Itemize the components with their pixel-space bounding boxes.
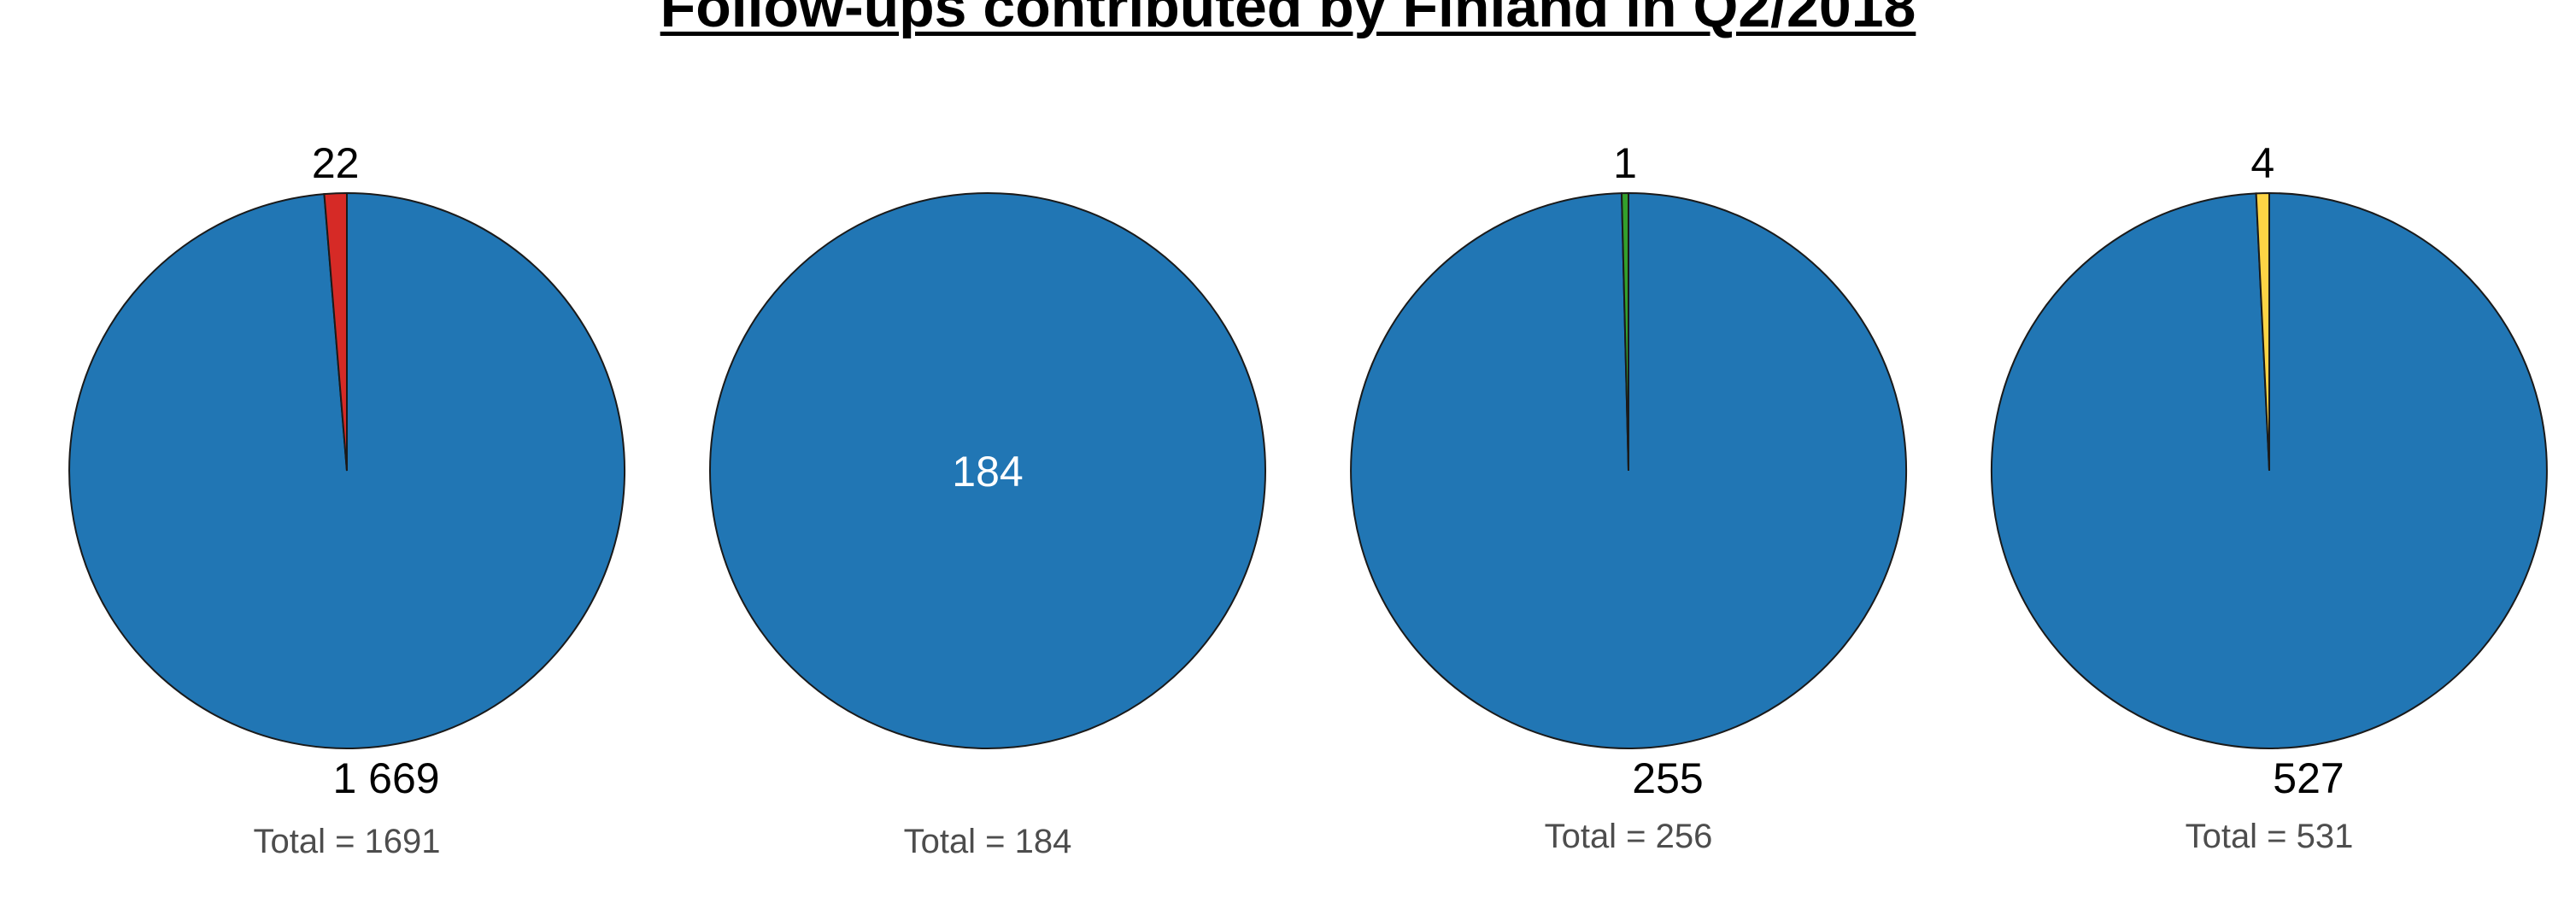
slice-label: 22 bbox=[312, 139, 360, 187]
total-label: Total = 531 bbox=[2186, 818, 2354, 855]
pie-2: 184 Total = 184 bbox=[709, 192, 1266, 860]
pie-3: 1 255 Total = 256 bbox=[1350, 139, 1908, 855]
total-label: Total = 1691 bbox=[253, 823, 440, 860]
total-label: Total = 184 bbox=[904, 823, 1072, 860]
pie-slice bbox=[323, 191, 348, 472]
slice-label: 4 bbox=[2250, 139, 2274, 187]
pie-slice bbox=[2255, 191, 2270, 472]
slice-label: 255 bbox=[1632, 754, 1703, 802]
slice-label: 1 bbox=[1613, 139, 1637, 187]
pie-slice bbox=[709, 192, 1266, 749]
pie-1: 22 1 669 Total = 1691 bbox=[68, 139, 626, 860]
chart-title: Follow-ups contributed by Finland in Q2/… bbox=[660, 0, 1916, 39]
total-label: Total = 256 bbox=[1545, 818, 1713, 855]
slice-label: 184 bbox=[952, 448, 1023, 496]
slice-label: 1 669 bbox=[332, 754, 439, 802]
pie-4: 4 527 Total = 531 bbox=[1990, 139, 2548, 855]
pie-slice bbox=[1620, 191, 1629, 472]
slice-label: 527 bbox=[2273, 754, 2344, 802]
